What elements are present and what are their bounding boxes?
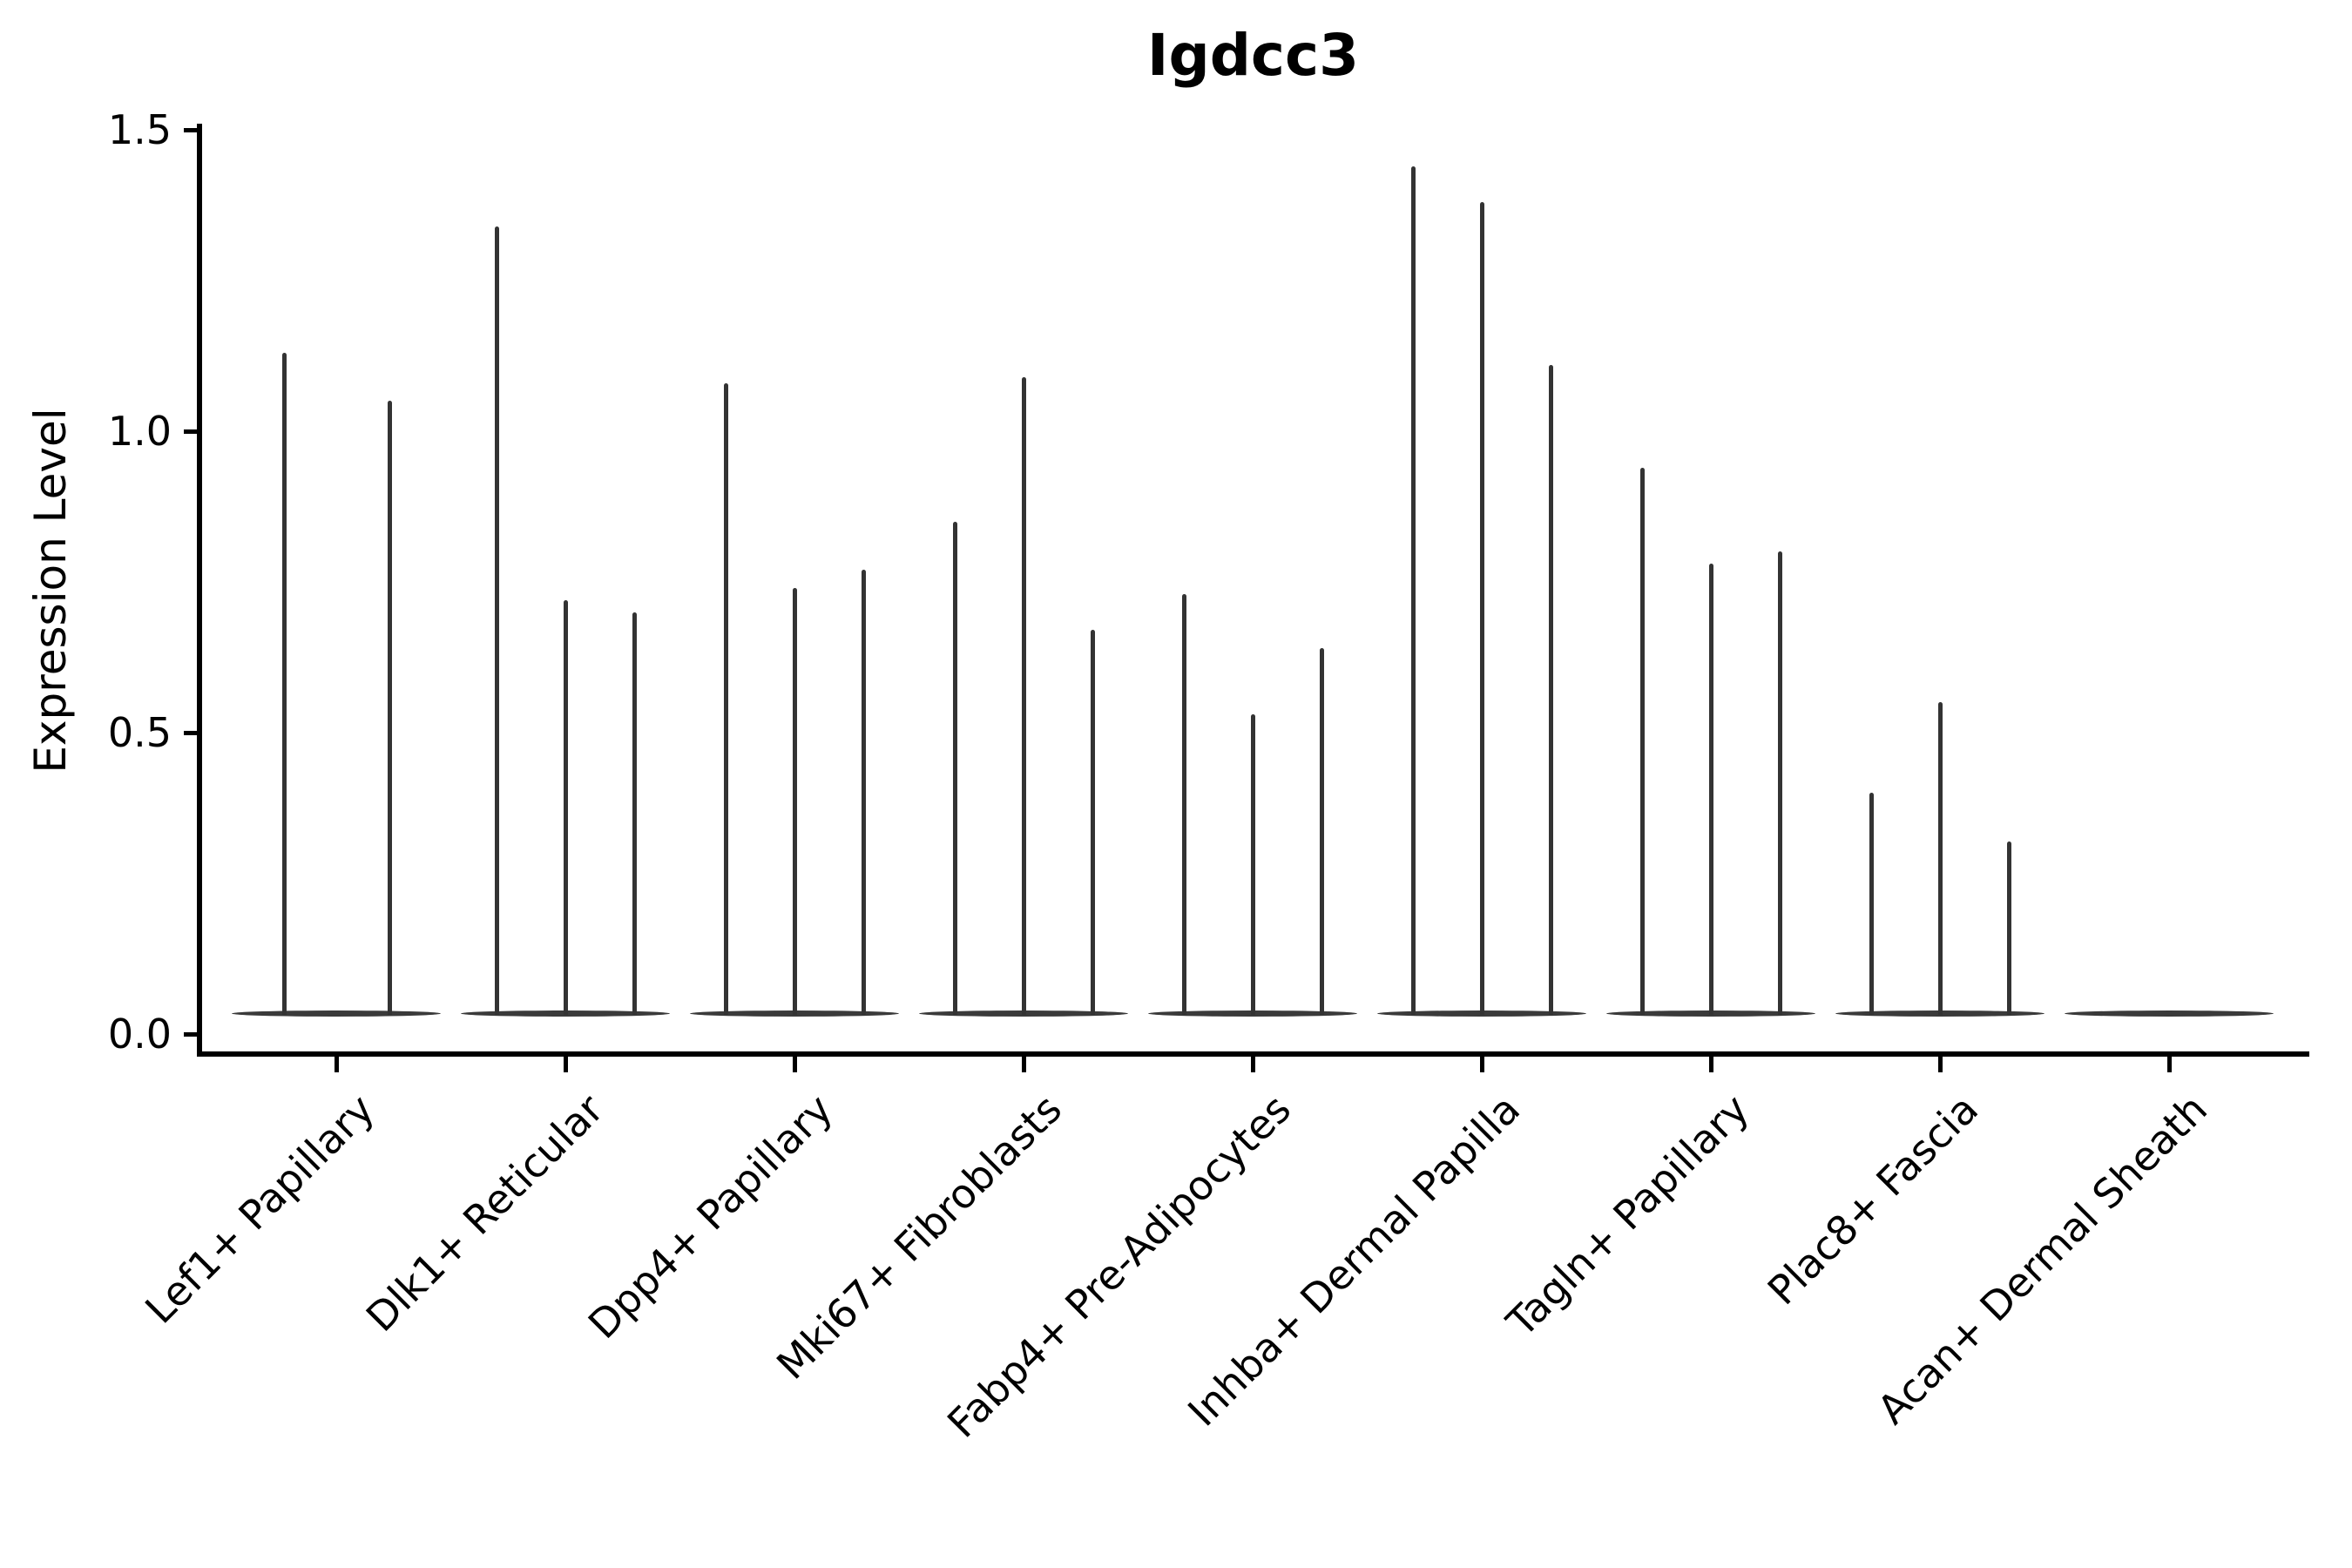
y-tick-label: 1.0 (107, 408, 172, 455)
violin-spike (1479, 202, 1484, 1015)
y-tick-label: 0.5 (107, 709, 172, 756)
violin-spike (563, 599, 568, 1015)
y-tick-label: 1.5 (107, 106, 172, 153)
violin-spike (792, 587, 797, 1015)
y-tick-mark (184, 429, 197, 434)
violin-spike (1869, 793, 1874, 1015)
violin-spike (1548, 364, 1553, 1015)
x-tick-mark (563, 1057, 568, 1072)
violin-spike (281, 353, 287, 1015)
y-axis-spine (197, 124, 202, 1057)
violin-spike (1250, 714, 1255, 1015)
y-tick-mark (184, 127, 197, 132)
violin-spike (1937, 702, 1943, 1015)
violin-spike (952, 521, 957, 1015)
violin-base (2065, 1010, 2274, 1017)
violin-spike (2006, 841, 2011, 1015)
chart-title: Igdcc3 (1146, 22, 1360, 89)
x-tick-mark (792, 1057, 797, 1072)
violin-spike (723, 382, 728, 1015)
y-tick-mark (184, 1031, 197, 1037)
x-axis-spine (197, 1051, 2309, 1057)
x-tick-mark (1708, 1057, 1713, 1072)
y-tick-mark (184, 730, 197, 735)
x-tick-mark (334, 1057, 339, 1072)
violin-base (232, 1010, 441, 1017)
violin-spike (1181, 593, 1186, 1015)
violin-spike (1319, 648, 1324, 1015)
x-tick-mark (1479, 1057, 1484, 1072)
violin-spike (494, 226, 499, 1015)
x-tick-mark (2166, 1057, 2172, 1072)
x-tick-mark (1937, 1057, 1943, 1072)
violin-spike (861, 570, 866, 1015)
x-tick-mark (1250, 1057, 1255, 1072)
violin-spike (1777, 551, 1782, 1015)
y-tick-label: 0.0 (107, 1010, 172, 1058)
violin-spike (632, 612, 637, 1015)
violin-spike (1639, 467, 1645, 1015)
violin-spike (1021, 376, 1026, 1015)
violin-spike (1090, 630, 1095, 1015)
y-axis-label: Expression Level (25, 408, 76, 774)
violin-spike (387, 401, 392, 1015)
violin-spike (1708, 564, 1713, 1015)
x-tick-mark (1021, 1057, 1026, 1072)
violin-spike (1410, 166, 1416, 1015)
